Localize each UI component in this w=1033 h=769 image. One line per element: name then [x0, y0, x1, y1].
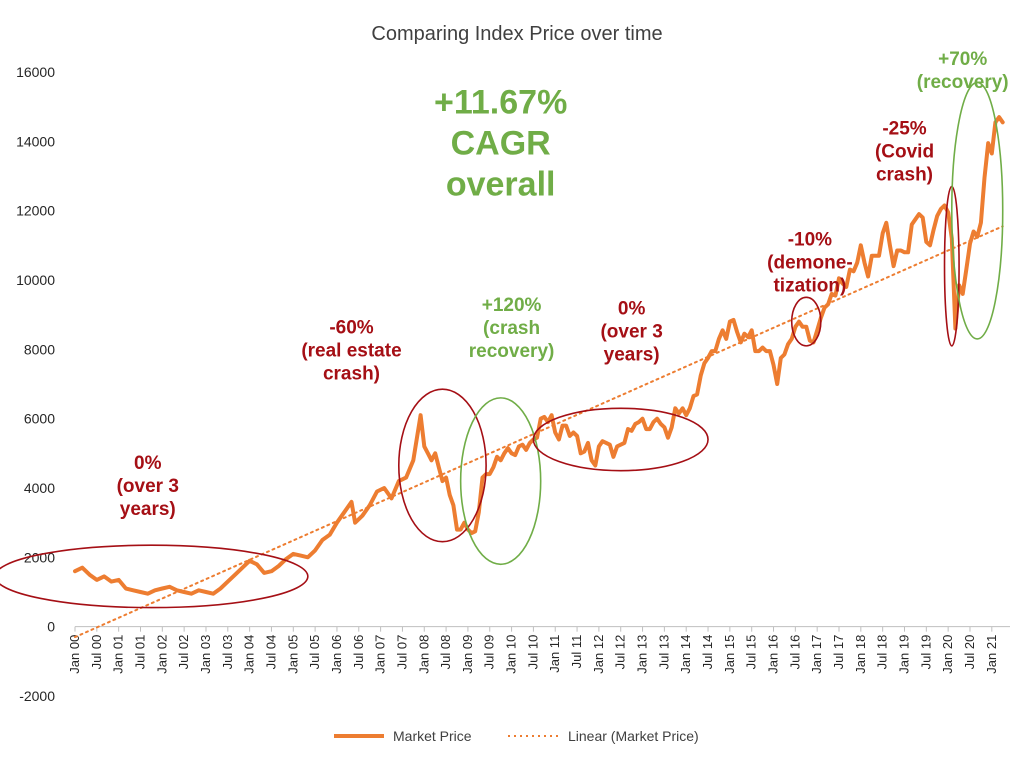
- x-tick-label: Jul 19: [918, 635, 933, 670]
- highlight-ellipse-red: [0, 544, 309, 609]
- x-tick-label: Jul 10: [525, 635, 540, 670]
- highlight-layer: [0, 81, 1004, 609]
- annotation-text: +70%: [938, 49, 987, 70]
- x-tick-label: Jul 00: [89, 635, 104, 670]
- x-tick-label: Jul 06: [351, 635, 366, 670]
- series-layer: [73, 115, 1005, 596]
- y-tick-label: 12000: [16, 203, 55, 219]
- y-tick-label: 4000: [24, 480, 55, 496]
- x-tick-label: Jul 13: [656, 635, 671, 670]
- axes: -200002000400060008000100001200014000160…: [16, 64, 1010, 704]
- annotation-text: (over 3: [117, 476, 179, 497]
- annotation-text: years): [604, 345, 660, 366]
- x-tick-label: Jul 18: [875, 635, 890, 670]
- x-tick-label: Jan 14: [678, 635, 693, 674]
- annotation-text: (crash: [483, 318, 540, 339]
- x-tick-label: Jan 12: [591, 635, 606, 674]
- x-tick-label: Jul 04: [263, 635, 278, 670]
- annotation-text: -10%: [788, 229, 832, 250]
- x-tick-label: Jan 02: [154, 635, 169, 674]
- x-tick-label: Jul 20: [962, 635, 977, 670]
- annotation-text: (over 3: [600, 322, 662, 343]
- annotation-text: (real estate: [301, 341, 401, 362]
- x-tick-label: Jan 01: [111, 635, 126, 674]
- x-tick-label: Jan 20: [940, 635, 955, 674]
- y-tick-label: 0: [47, 619, 55, 635]
- annotation-text: overall: [446, 166, 556, 204]
- y-tick-label: -2000: [19, 688, 55, 704]
- annotation-text: (recovery): [917, 72, 1009, 93]
- x-tick-label: Jul 16: [787, 635, 802, 670]
- annotation-text: years): [120, 499, 176, 520]
- annotation-text: 0%: [618, 299, 646, 320]
- annotation-text: -60%: [329, 318, 373, 339]
- x-tick-label: Jan 10: [504, 635, 519, 674]
- x-tick-label: Jan 13: [635, 635, 650, 674]
- x-tick-label: Jan 05: [285, 635, 300, 674]
- y-tick-label: 8000: [24, 341, 55, 357]
- highlight-ellipse-red: [532, 407, 709, 472]
- x-tick-label: Jul 09: [482, 635, 497, 670]
- x-tick-label: Jan 07: [373, 635, 388, 674]
- x-tick-label: Jul 17: [831, 635, 846, 670]
- annotation-text: (demone-: [767, 252, 853, 273]
- x-tick-label: Jul 15: [744, 635, 759, 670]
- x-tick-label: Jul 14: [700, 635, 715, 670]
- chart-title: Comparing Index Price over time: [371, 23, 662, 45]
- highlight-ellipse-green: [950, 81, 1004, 340]
- x-tick-label: Jul 01: [132, 635, 147, 670]
- annotation-text: 0%: [134, 453, 162, 474]
- annotation-text: +120%: [482, 295, 542, 316]
- x-tick-label: Jan 15: [722, 635, 737, 674]
- y-tick-label: 10000: [16, 272, 55, 288]
- x-tick-label: Jul 05: [307, 635, 322, 670]
- x-tick-label: Jan 17: [809, 635, 824, 674]
- x-tick-label: Jan 16: [766, 635, 781, 674]
- annotation-text: tization): [773, 275, 846, 296]
- highlight-ellipse-red: [790, 296, 822, 347]
- x-tick-label: Jan 19: [896, 635, 911, 674]
- x-tick-label: Jan 03: [198, 635, 213, 674]
- annotation-text: (Covid: [875, 141, 934, 162]
- x-tick-label: Jul 02: [176, 635, 191, 670]
- x-tick-label: Jan 06: [329, 635, 344, 674]
- x-tick-label: Jan 00: [67, 635, 82, 674]
- x-tick-label: Jan 11: [547, 635, 562, 673]
- annotation-text: +11.67%: [434, 84, 567, 122]
- legend-label-market-price: Market Price: [393, 728, 472, 744]
- x-tick-label: Jul 12: [613, 635, 628, 670]
- y-tick-label: 6000: [24, 411, 55, 427]
- annotation-text: -25%: [882, 118, 926, 139]
- trendline-linear: [74, 225, 1004, 639]
- annotation-text: CAGR: [451, 125, 551, 163]
- x-tick-label: Jul 07: [394, 635, 409, 670]
- x-tick-label: Jan 04: [242, 635, 257, 674]
- annotation-text: crash): [323, 364, 380, 385]
- legend: Market Price Linear (Market Price): [334, 728, 699, 744]
- highlight-ellipse-green: [459, 397, 542, 566]
- legend-label-linear: Linear (Market Price): [568, 728, 699, 744]
- x-tick-label: Jan 18: [853, 635, 868, 674]
- y-tick-label: 16000: [16, 64, 55, 80]
- x-tick-label: Jan 21: [984, 635, 999, 674]
- series-line-market-price: [73, 115, 1005, 596]
- highlight-ellipse-red: [397, 388, 487, 543]
- annotation-text: recovery): [469, 341, 555, 362]
- x-tick-label: Jul 11: [569, 635, 584, 669]
- x-tick-label: Jul 08: [438, 635, 453, 670]
- x-tick-label: Jul 03: [220, 635, 235, 670]
- x-tick-label: Jan 09: [460, 635, 475, 674]
- x-tick-label: Jan 08: [416, 635, 431, 674]
- y-tick-label: 14000: [16, 133, 55, 149]
- annotation-text: crash): [876, 164, 933, 185]
- trend-layer: [74, 225, 1004, 639]
